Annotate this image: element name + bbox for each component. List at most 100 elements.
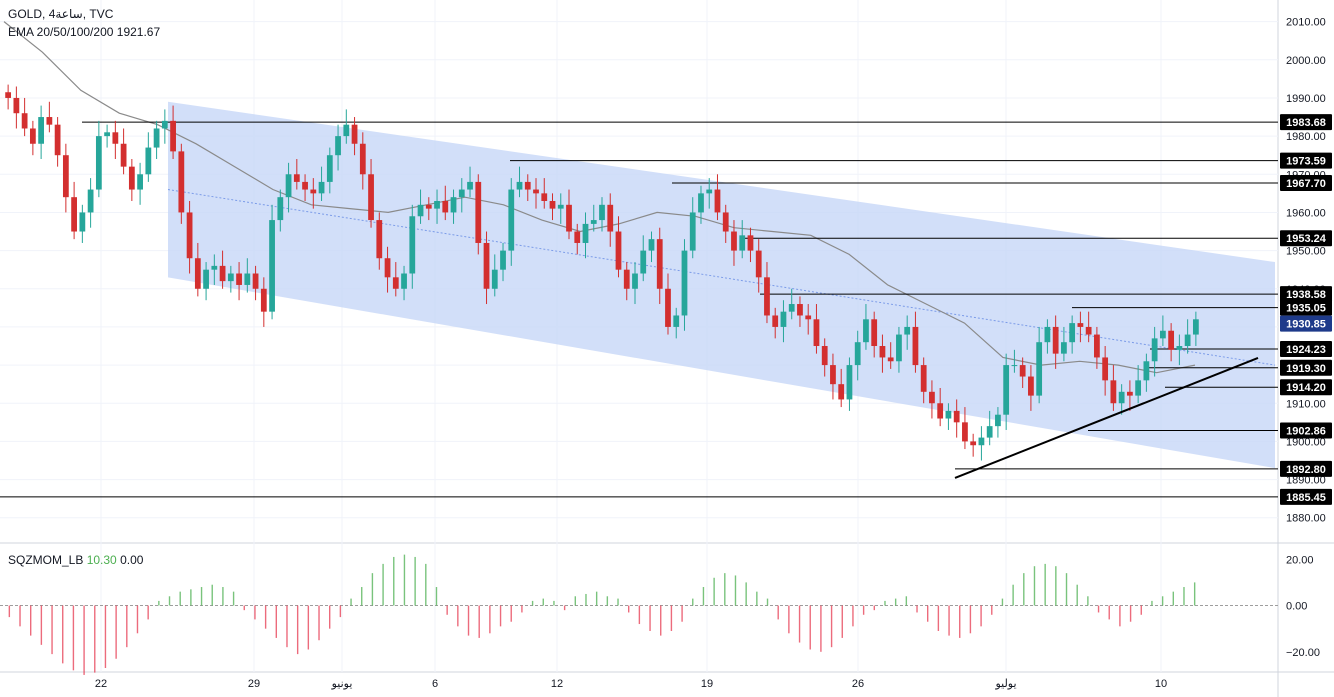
candle[interactable] <box>491 254 498 297</box>
candle[interactable] <box>516 166 523 198</box>
candle[interactable] <box>87 178 94 228</box>
candle[interactable] <box>1044 319 1051 354</box>
candle[interactable] <box>409 204 416 289</box>
candle[interactable] <box>417 189 424 224</box>
candle[interactable] <box>302 174 308 201</box>
candle[interactable] <box>227 265 234 293</box>
candle[interactable] <box>887 342 894 369</box>
candle[interactable] <box>623 262 630 301</box>
candle[interactable] <box>904 315 911 350</box>
price-axis[interactable]: 2010.002000.001990.001980.001970.001960.… <box>1280 17 1332 525</box>
candle[interactable] <box>681 239 688 331</box>
candle[interactable] <box>1151 326 1158 377</box>
candle[interactable] <box>318 166 325 201</box>
candle[interactable] <box>442 185 449 221</box>
candle[interactable] <box>863 304 869 350</box>
candle[interactable] <box>764 262 770 324</box>
candle[interactable] <box>483 231 490 305</box>
candle[interactable] <box>1127 380 1133 411</box>
candle[interactable] <box>698 185 704 224</box>
candle[interactable] <box>953 399 960 438</box>
candle[interactable] <box>1011 349 1018 373</box>
candle[interactable] <box>1069 315 1076 354</box>
candle[interactable] <box>293 159 300 190</box>
candle[interactable] <box>21 97 28 137</box>
candle[interactable] <box>285 162 292 213</box>
candle[interactable] <box>599 197 605 232</box>
candle[interactable] <box>335 124 341 171</box>
candle[interactable] <box>830 353 836 400</box>
candle[interactable] <box>384 246 391 293</box>
candle[interactable] <box>450 189 457 224</box>
candle[interactable] <box>706 178 713 209</box>
candle[interactable] <box>351 117 358 156</box>
candle[interactable] <box>359 132 366 190</box>
candle[interactable] <box>1003 353 1010 430</box>
candle[interactable] <box>747 227 754 263</box>
candle[interactable] <box>13 86 20 129</box>
candle[interactable] <box>533 178 539 209</box>
candle[interactable] <box>1094 326 1100 369</box>
candle[interactable] <box>780 300 787 343</box>
candle[interactable] <box>574 223 581 255</box>
candle[interactable] <box>29 120 36 156</box>
candle[interactable] <box>920 357 927 404</box>
candle[interactable] <box>376 212 383 270</box>
candle[interactable] <box>178 143 185 224</box>
candle[interactable] <box>1135 365 1142 404</box>
candle[interactable] <box>310 178 317 209</box>
candle[interactable] <box>962 407 968 450</box>
candle[interactable] <box>71 181 77 240</box>
candle[interactable] <box>755 239 762 293</box>
candle[interactable] <box>326 147 333 194</box>
candle[interactable] <box>54 117 61 167</box>
candle[interactable] <box>797 296 803 327</box>
candle[interactable] <box>912 311 919 373</box>
candle[interactable] <box>1184 319 1191 354</box>
candle[interactable] <box>475 174 482 255</box>
candle[interactable] <box>549 193 556 221</box>
candle[interactable] <box>582 212 589 259</box>
candle[interactable] <box>689 197 696 259</box>
candle[interactable] <box>1052 315 1059 369</box>
candle[interactable] <box>995 407 1001 438</box>
candle[interactable] <box>368 159 374 228</box>
candle[interactable] <box>260 277 267 327</box>
candle[interactable] <box>632 262 638 305</box>
candle[interactable] <box>854 330 861 381</box>
candle[interactable] <box>194 242 201 297</box>
candle[interactable] <box>1102 346 1109 396</box>
candle[interactable] <box>772 307 779 339</box>
candle[interactable] <box>929 380 935 419</box>
candle[interactable] <box>1192 311 1199 347</box>
candle[interactable] <box>343 109 350 144</box>
candle[interactable] <box>656 227 663 305</box>
candle[interactable] <box>277 189 284 232</box>
candle[interactable] <box>557 193 564 224</box>
candle[interactable] <box>615 216 622 278</box>
candlesticks[interactable] <box>5 84 1199 461</box>
candle[interactable] <box>508 178 515 266</box>
candle[interactable] <box>640 235 647 282</box>
candle[interactable] <box>986 410 993 446</box>
candle[interactable] <box>458 178 465 213</box>
candle[interactable] <box>1061 326 1067 362</box>
candle[interactable] <box>401 265 407 301</box>
candle[interactable] <box>821 338 828 377</box>
candle[interactable] <box>813 304 820 354</box>
candle[interactable] <box>1118 384 1125 415</box>
candle[interactable] <box>1176 334 1183 366</box>
candle[interactable] <box>788 288 795 320</box>
candle[interactable] <box>46 101 53 133</box>
candle[interactable] <box>269 204 275 320</box>
candle[interactable] <box>236 262 242 301</box>
candle[interactable] <box>5 84 12 110</box>
time-axis[interactable]: 22 29 يونيو 6 12 19 26 يوليو 10 <box>95 678 1167 690</box>
candle[interactable] <box>590 204 597 232</box>
candle[interactable] <box>805 304 812 335</box>
candle[interactable] <box>871 311 878 358</box>
candle[interactable] <box>170 105 176 160</box>
candle[interactable] <box>896 326 902 373</box>
candle[interactable] <box>714 174 721 221</box>
candle[interactable] <box>145 132 152 182</box>
